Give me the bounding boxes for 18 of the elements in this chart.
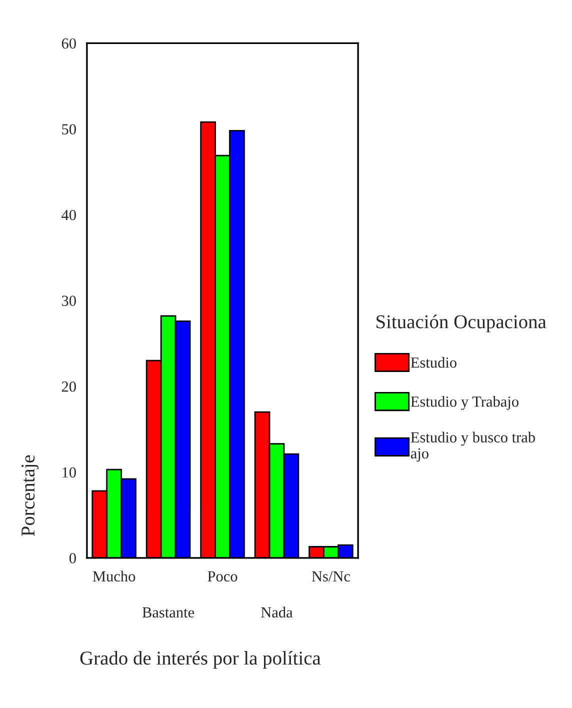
y-tick-label: 0 xyxy=(69,553,76,564)
y-tick-label: 50 xyxy=(62,124,76,134)
y-tick-label: 10 xyxy=(62,467,76,478)
x-axis-title: Grado de interés por la política xyxy=(80,651,321,669)
x-tick-label: Bastante xyxy=(142,607,194,618)
y-axis-title: Porcentaje xyxy=(22,455,39,536)
legend-label: Estudio y Trabajo xyxy=(410,396,518,410)
x-tick-label: Ns/Nc xyxy=(312,571,350,582)
y-tick-label: 60 xyxy=(62,38,76,49)
legend-title: Situación Ocupaciona xyxy=(376,314,546,332)
x-tick-label: Poco xyxy=(208,571,238,582)
y-tick-label: 20 xyxy=(62,381,76,392)
legend-label: Estudio xyxy=(410,357,456,368)
y-tick-label: 40 xyxy=(62,210,76,220)
y-tick-label: 30 xyxy=(62,296,76,306)
x-tick-label: Nada xyxy=(261,606,293,618)
legend-label: Estudio y busco trab ajo xyxy=(410,432,535,462)
x-tick-label: Mucho xyxy=(92,570,136,582)
